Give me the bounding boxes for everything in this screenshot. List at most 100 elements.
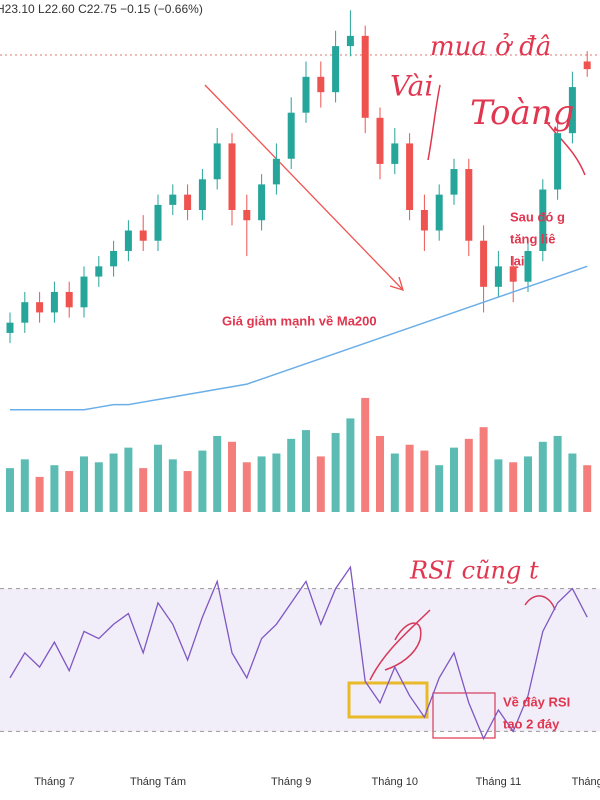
volume-bar — [20, 459, 29, 512]
volume-bar — [272, 453, 281, 512]
volume-bar — [538, 441, 547, 512]
annotation: tăng liê — [510, 231, 556, 246]
volume-bar — [154, 444, 162, 512]
arrow-head — [389, 276, 404, 291]
candle-body — [124, 230, 132, 251]
candle-body — [494, 266, 502, 287]
candle-body — [6, 322, 14, 333]
candle-body — [539, 189, 547, 251]
handwritten-note: mua ở đâ — [430, 32, 551, 62]
rsi-line — [9, 565, 588, 741]
volume-bar — [435, 465, 444, 512]
volume-bar — [287, 438, 296, 512]
volume-bar — [568, 453, 577, 512]
candle-body — [198, 179, 206, 210]
candle-body — [420, 210, 428, 231]
volume-bar — [124, 447, 133, 512]
candle-body — [554, 133, 562, 190]
ohlc-header: H23.10 L22.60 C22.75 −0.15 (−0.66%) — [0, 2, 203, 16]
volume-bar — [198, 450, 207, 512]
volume-bar — [139, 468, 148, 512]
x-tick-label: Tháng 11 — [476, 776, 522, 788]
candle-body — [287, 112, 295, 159]
candle-body — [95, 266, 103, 277]
candle-body — [568, 87, 576, 134]
candle-body — [302, 76, 310, 113]
candle-body — [583, 61, 591, 70]
candle-body — [391, 143, 399, 164]
candle-body — [258, 184, 266, 221]
volume-bar — [524, 456, 532, 512]
annotation: Giá giảm mạnh về Ma200 — [222, 313, 377, 328]
volume-bar — [228, 441, 236, 512]
volume-bar — [331, 433, 340, 512]
candle-body — [450, 169, 458, 195]
hand-mark — [524, 595, 556, 611]
volume-bar — [346, 418, 355, 512]
volume-bar — [242, 462, 251, 512]
arrow — [204, 84, 404, 291]
handwritten-note: Vài — [390, 70, 433, 103]
candle-body — [317, 76, 325, 93]
volume-bar — [553, 435, 562, 512]
volume-bar — [316, 456, 325, 512]
candle-body — [50, 291, 58, 313]
volume-bar — [405, 444, 414, 512]
candle-body — [376, 117, 384, 164]
volume-bar — [50, 465, 59, 512]
candle-body — [406, 143, 414, 210]
candle-body — [509, 266, 517, 282]
volume-bar — [109, 453, 118, 512]
hand-mark — [544, 119, 586, 176]
candle-body — [21, 302, 29, 323]
x-tick-label: Tháng 9 — [271, 776, 311, 788]
volume-bar — [494, 459, 503, 512]
volume-bar — [302, 430, 310, 512]
volume-bar — [464, 438, 473, 512]
volume-bar — [376, 435, 384, 512]
volume-bar — [35, 476, 44, 512]
hand-arrow — [427, 84, 441, 161]
volume-bar — [65, 471, 74, 512]
candle-body — [213, 143, 221, 180]
annotation: lại — [510, 253, 524, 268]
handwritten-note: RSI cũng t — [409, 557, 539, 585]
candle-body — [465, 169, 473, 241]
x-tick-label: Tháng 10 — [372, 776, 418, 788]
candle-body — [110, 250, 118, 267]
volume-bar — [583, 465, 592, 512]
candle-body — [361, 35, 369, 118]
volume-bar — [420, 450, 429, 512]
candle-body — [139, 230, 147, 241]
annotation: Về đây RSI — [503, 694, 570, 709]
volume-bar — [168, 459, 177, 512]
x-tick-label: Tháng 7 — [34, 776, 74, 788]
candle-body — [524, 250, 532, 282]
candle-body — [228, 143, 236, 210]
annotation: tạo 2 đáy — [503, 716, 560, 731]
x-tick-label: Tháng — [572, 776, 600, 788]
candle-body — [346, 35, 354, 47]
candle-body — [332, 46, 340, 93]
candle-body — [154, 204, 162, 241]
candle-body — [36, 302, 44, 313]
volume-bar — [213, 435, 222, 512]
volume-bar — [257, 456, 266, 512]
volume-bar — [509, 462, 518, 512]
volume-bar — [6, 468, 14, 512]
candle-body — [243, 210, 251, 221]
candle-body — [272, 158, 280, 185]
candle-body — [480, 240, 488, 287]
candle-body — [65, 291, 73, 308]
volume-bar — [94, 462, 103, 512]
ma-line — [10, 265, 588, 411]
volume-bar — [183, 471, 192, 512]
volume-bar — [80, 456, 88, 512]
volume-bar — [450, 447, 458, 512]
volume-bar — [479, 427, 488, 512]
candle-body — [80, 276, 88, 308]
candle-body — [169, 194, 177, 205]
handwritten-note: Toàng — [470, 93, 574, 133]
